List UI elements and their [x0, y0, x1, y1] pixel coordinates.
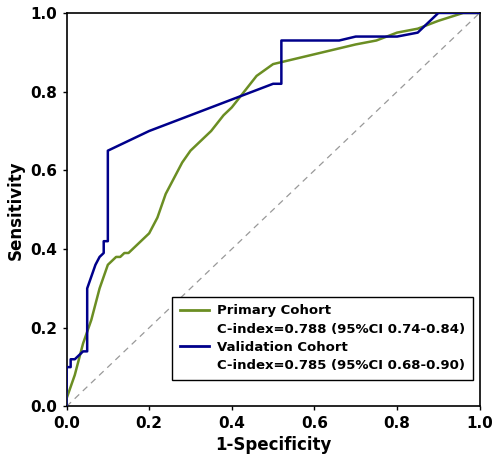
- Legend: Primary Cohort, C-index=0.788 (95%CI 0.74-0.84), Validation Cohort, C-index=0.78: Primary Cohort, C-index=0.788 (95%CI 0.7…: [172, 296, 473, 380]
- X-axis label: 1-Specificity: 1-Specificity: [215, 436, 332, 454]
- Y-axis label: Sensitivity: Sensitivity: [7, 160, 25, 260]
